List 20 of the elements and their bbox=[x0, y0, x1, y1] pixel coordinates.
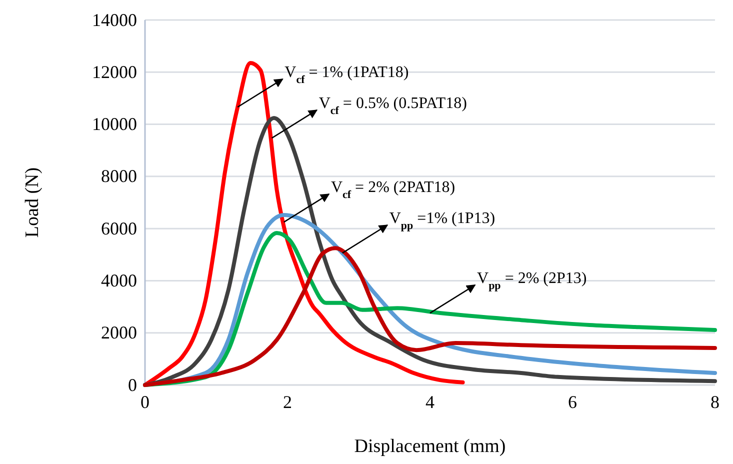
annotation: V$_{pp}$ = 2% (2P13) bbox=[477, 270, 587, 292]
y-tick-label: 0 bbox=[128, 374, 137, 395]
y-axis-title: Load (N) bbox=[22, 167, 43, 238]
y-tick-label: 6000 bbox=[101, 218, 137, 238]
x-tick-label: 4 bbox=[426, 392, 434, 412]
annotation: V$_{cf}$ = 0.5% (0.5PAT18) bbox=[318, 95, 467, 118]
y-tick-label: 8000 bbox=[101, 166, 137, 186]
annotation: V$_{cf}$ = 1% (1PAT18) bbox=[284, 64, 409, 86]
y-tick-label: 14000 bbox=[92, 10, 137, 30]
x-tick-label: 8 bbox=[710, 392, 720, 412]
annotation: V$_{pp}$ =1% (1P13) bbox=[389, 210, 496, 232]
x-tick-label: 0 bbox=[140, 392, 150, 412]
x-axis-title: Displacement (mm) bbox=[354, 436, 506, 457]
y-tick-label: 12000 bbox=[92, 62, 137, 82]
annotation: V$_{cf}$ = 2% (2PAT18) bbox=[330, 179, 456, 202]
x-tick-label: 6 bbox=[568, 392, 577, 412]
x-tick-label: 2 bbox=[283, 392, 292, 412]
y-tick-label: 4000 bbox=[101, 270, 137, 290]
y-tick-label: 10000 bbox=[92, 114, 137, 134]
y-tick-label: 2000 bbox=[101, 322, 137, 343]
